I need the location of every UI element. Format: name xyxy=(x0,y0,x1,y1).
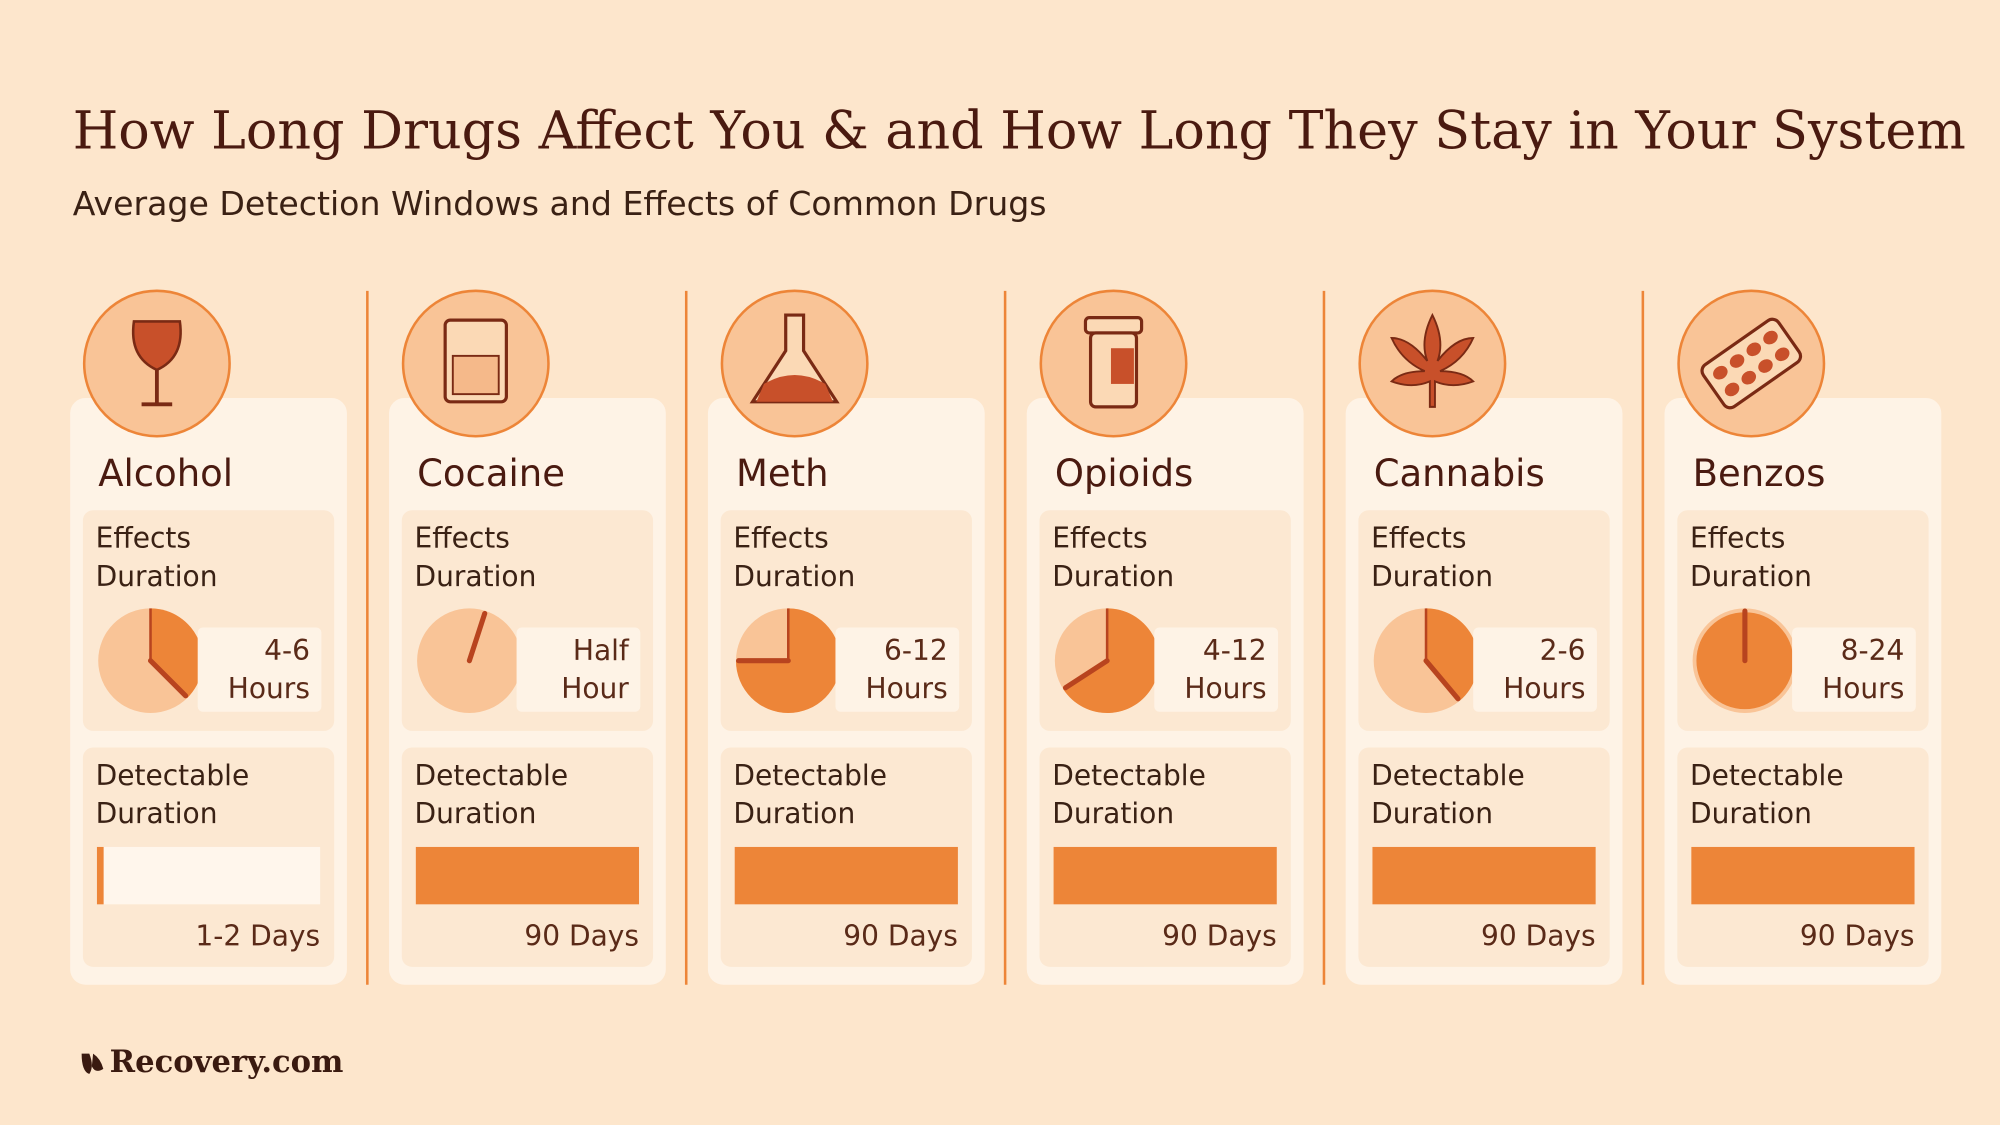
logo-mark xyxy=(81,1053,104,1074)
icon-shape xyxy=(1758,359,1773,373)
clock-hand xyxy=(466,610,488,664)
detect-label: Duration xyxy=(415,797,537,830)
detect-label: Detectable xyxy=(1371,759,1525,792)
title: How Long Drugs Affect You & and How Long… xyxy=(73,101,1966,162)
icon-shape xyxy=(1763,330,1778,345)
icon-shape xyxy=(1110,348,1134,384)
icon-shape xyxy=(1083,316,1144,335)
clock-fill xyxy=(150,608,203,698)
detect-label: Detectable xyxy=(415,759,569,792)
effects-label: Effects xyxy=(96,522,191,555)
drug-name: Benzos xyxy=(1693,452,1826,495)
effects-label: Effects xyxy=(1052,522,1147,555)
clock-hand xyxy=(1062,658,1110,691)
effects-value-box xyxy=(1154,627,1279,712)
effects-value: Hours xyxy=(1503,672,1585,705)
icon-shape xyxy=(756,375,833,402)
effects-value-box xyxy=(835,627,960,712)
icon-shape xyxy=(1724,382,1740,397)
detect-track xyxy=(96,846,321,905)
effects-value-box xyxy=(197,627,322,712)
effects-value: 4-6 xyxy=(264,634,310,667)
detect-label: Detectable xyxy=(1690,759,1844,792)
icon-shape xyxy=(451,354,500,396)
detect-label: Duration xyxy=(1690,797,1812,830)
detect-value: 90 Days xyxy=(843,920,958,953)
detect-bar xyxy=(734,846,958,905)
icon-shape xyxy=(1729,354,1745,368)
detect-label: Duration xyxy=(96,797,218,830)
logo-icon xyxy=(81,1053,104,1074)
subtitle: Average Detection Windows and Effects of… xyxy=(73,184,1047,223)
detect-label: Detectable xyxy=(1052,759,1206,792)
icon-shape xyxy=(1713,365,1728,380)
detect-bar xyxy=(1053,846,1277,905)
drug-card: Opioids Effects Duration 4-12 Hours Detectabl… xyxy=(1003,289,1304,985)
detect-label: Duration xyxy=(1371,797,1493,830)
icon-shape xyxy=(1774,347,1790,362)
effects-label: Effects xyxy=(1690,522,1785,555)
effects-value: Hours xyxy=(228,672,310,705)
effects-label: Effects xyxy=(1371,522,1466,555)
icon-shape xyxy=(1700,317,1803,410)
drug-card: Meth Effects Duration 6-12 Hours Detectable Du… xyxy=(684,289,985,985)
detect-value: 90 Days xyxy=(1800,920,1915,953)
effects-label: Duration xyxy=(96,560,218,593)
icon-shape xyxy=(1389,312,1475,408)
detect-bar xyxy=(96,846,104,905)
drug-name: Cannabis xyxy=(1374,452,1545,495)
effects-value: 2-6 xyxy=(1540,634,1586,667)
icon-shape xyxy=(1746,342,1762,357)
drug-name: Alcohol xyxy=(98,452,233,495)
icon-shape xyxy=(1700,317,1803,410)
detect-value: 1-2 Days xyxy=(195,920,320,953)
drug-card: Alcohol Effects Duration 4-6 Hours Detectable… xyxy=(70,289,347,985)
effects-value: Hours xyxy=(866,672,948,705)
drug-card: Cocaine Effects Duration Half Hour Detectable… xyxy=(366,289,666,985)
clock-fill xyxy=(1426,608,1479,701)
clock-fill xyxy=(1063,608,1160,714)
effects-value: 6-12 xyxy=(884,634,948,667)
drug-name: Meth xyxy=(736,452,829,495)
detect-value: 90 Days xyxy=(1162,920,1277,953)
effects-value-box xyxy=(1473,627,1597,712)
drug-name: Opioids xyxy=(1055,452,1193,495)
logo-text: Recovery.com xyxy=(110,1044,344,1080)
detect-label: Detectable xyxy=(733,759,887,792)
drug-name: Cocaine xyxy=(417,452,565,495)
detect-label: Duration xyxy=(733,797,855,830)
icon-shape xyxy=(141,369,173,407)
effects-label: Duration xyxy=(1371,560,1493,593)
detect-bar xyxy=(1691,846,1915,905)
clock-hand xyxy=(147,658,189,699)
effects-label: Duration xyxy=(1690,560,1812,593)
drug-card: Cannabis Effects Duration 2-6 Hours Detectabl… xyxy=(1322,289,1623,985)
effects-value: Half xyxy=(573,634,630,667)
effects-value: Hour xyxy=(561,672,629,705)
effects-value: 8-24 xyxy=(1841,634,1905,667)
detect-bar xyxy=(415,846,640,905)
effects-value-box xyxy=(1792,627,1916,712)
effects-label: Duration xyxy=(1052,560,1174,593)
effects-label: Effects xyxy=(415,522,510,555)
effects-label: Duration xyxy=(733,560,855,593)
detect-label: Detectable xyxy=(96,759,250,792)
icon-shape xyxy=(1741,370,1757,385)
drug-card: Benzos Effects Duration 8-24 Hours Detectable… xyxy=(1641,289,1942,985)
detect-label: Duration xyxy=(1052,797,1174,830)
effects-value: Hours xyxy=(1184,672,1266,705)
detect-value: 90 Days xyxy=(524,920,639,953)
effects-value: 4-12 xyxy=(1203,634,1267,667)
effects-value-box xyxy=(516,627,641,712)
effects-label: Duration xyxy=(415,560,537,593)
effects-label: Effects xyxy=(733,522,828,555)
detect-value: 90 Days xyxy=(1481,920,1596,953)
icon-shape xyxy=(131,320,182,372)
clock-hand xyxy=(1423,658,1461,702)
effects-value: Hours xyxy=(1822,672,1904,705)
detect-bar xyxy=(1372,846,1596,905)
